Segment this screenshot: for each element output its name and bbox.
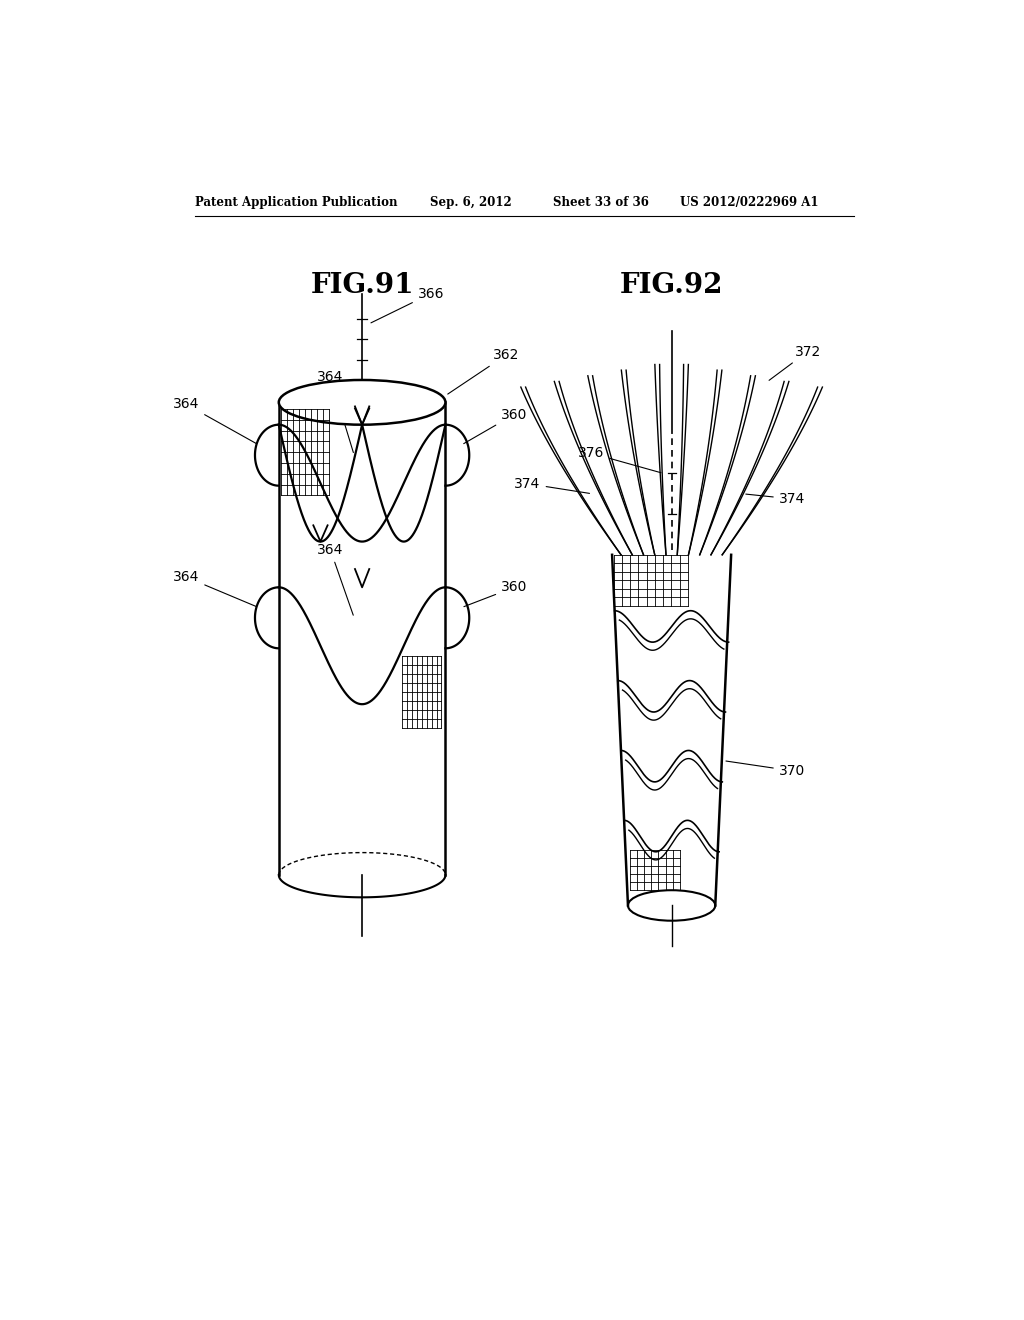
Text: 372: 372 [769,345,821,380]
Text: US 2012/0222969 A1: US 2012/0222969 A1 [680,195,818,209]
Text: Sep. 6, 2012: Sep. 6, 2012 [430,195,511,209]
Ellipse shape [628,890,716,921]
Text: Patent Application Publication: Patent Application Publication [196,195,398,209]
Text: FIG.92: FIG.92 [620,272,723,298]
Text: 364: 364 [173,397,257,444]
Text: 374: 374 [745,492,805,506]
Text: 376: 376 [578,446,662,473]
Text: 374: 374 [514,477,590,494]
Text: FIG.91: FIG.91 [310,272,414,298]
Text: 366: 366 [371,286,444,323]
Text: 364: 364 [173,570,256,607]
Text: 360: 360 [464,408,527,444]
Text: 370: 370 [726,762,805,777]
Ellipse shape [279,380,445,425]
Text: 362: 362 [447,348,519,395]
Text: 364: 364 [317,543,353,615]
Text: 360: 360 [464,581,527,607]
Text: Sheet 33 of 36: Sheet 33 of 36 [553,195,648,209]
Text: 364: 364 [317,370,353,453]
